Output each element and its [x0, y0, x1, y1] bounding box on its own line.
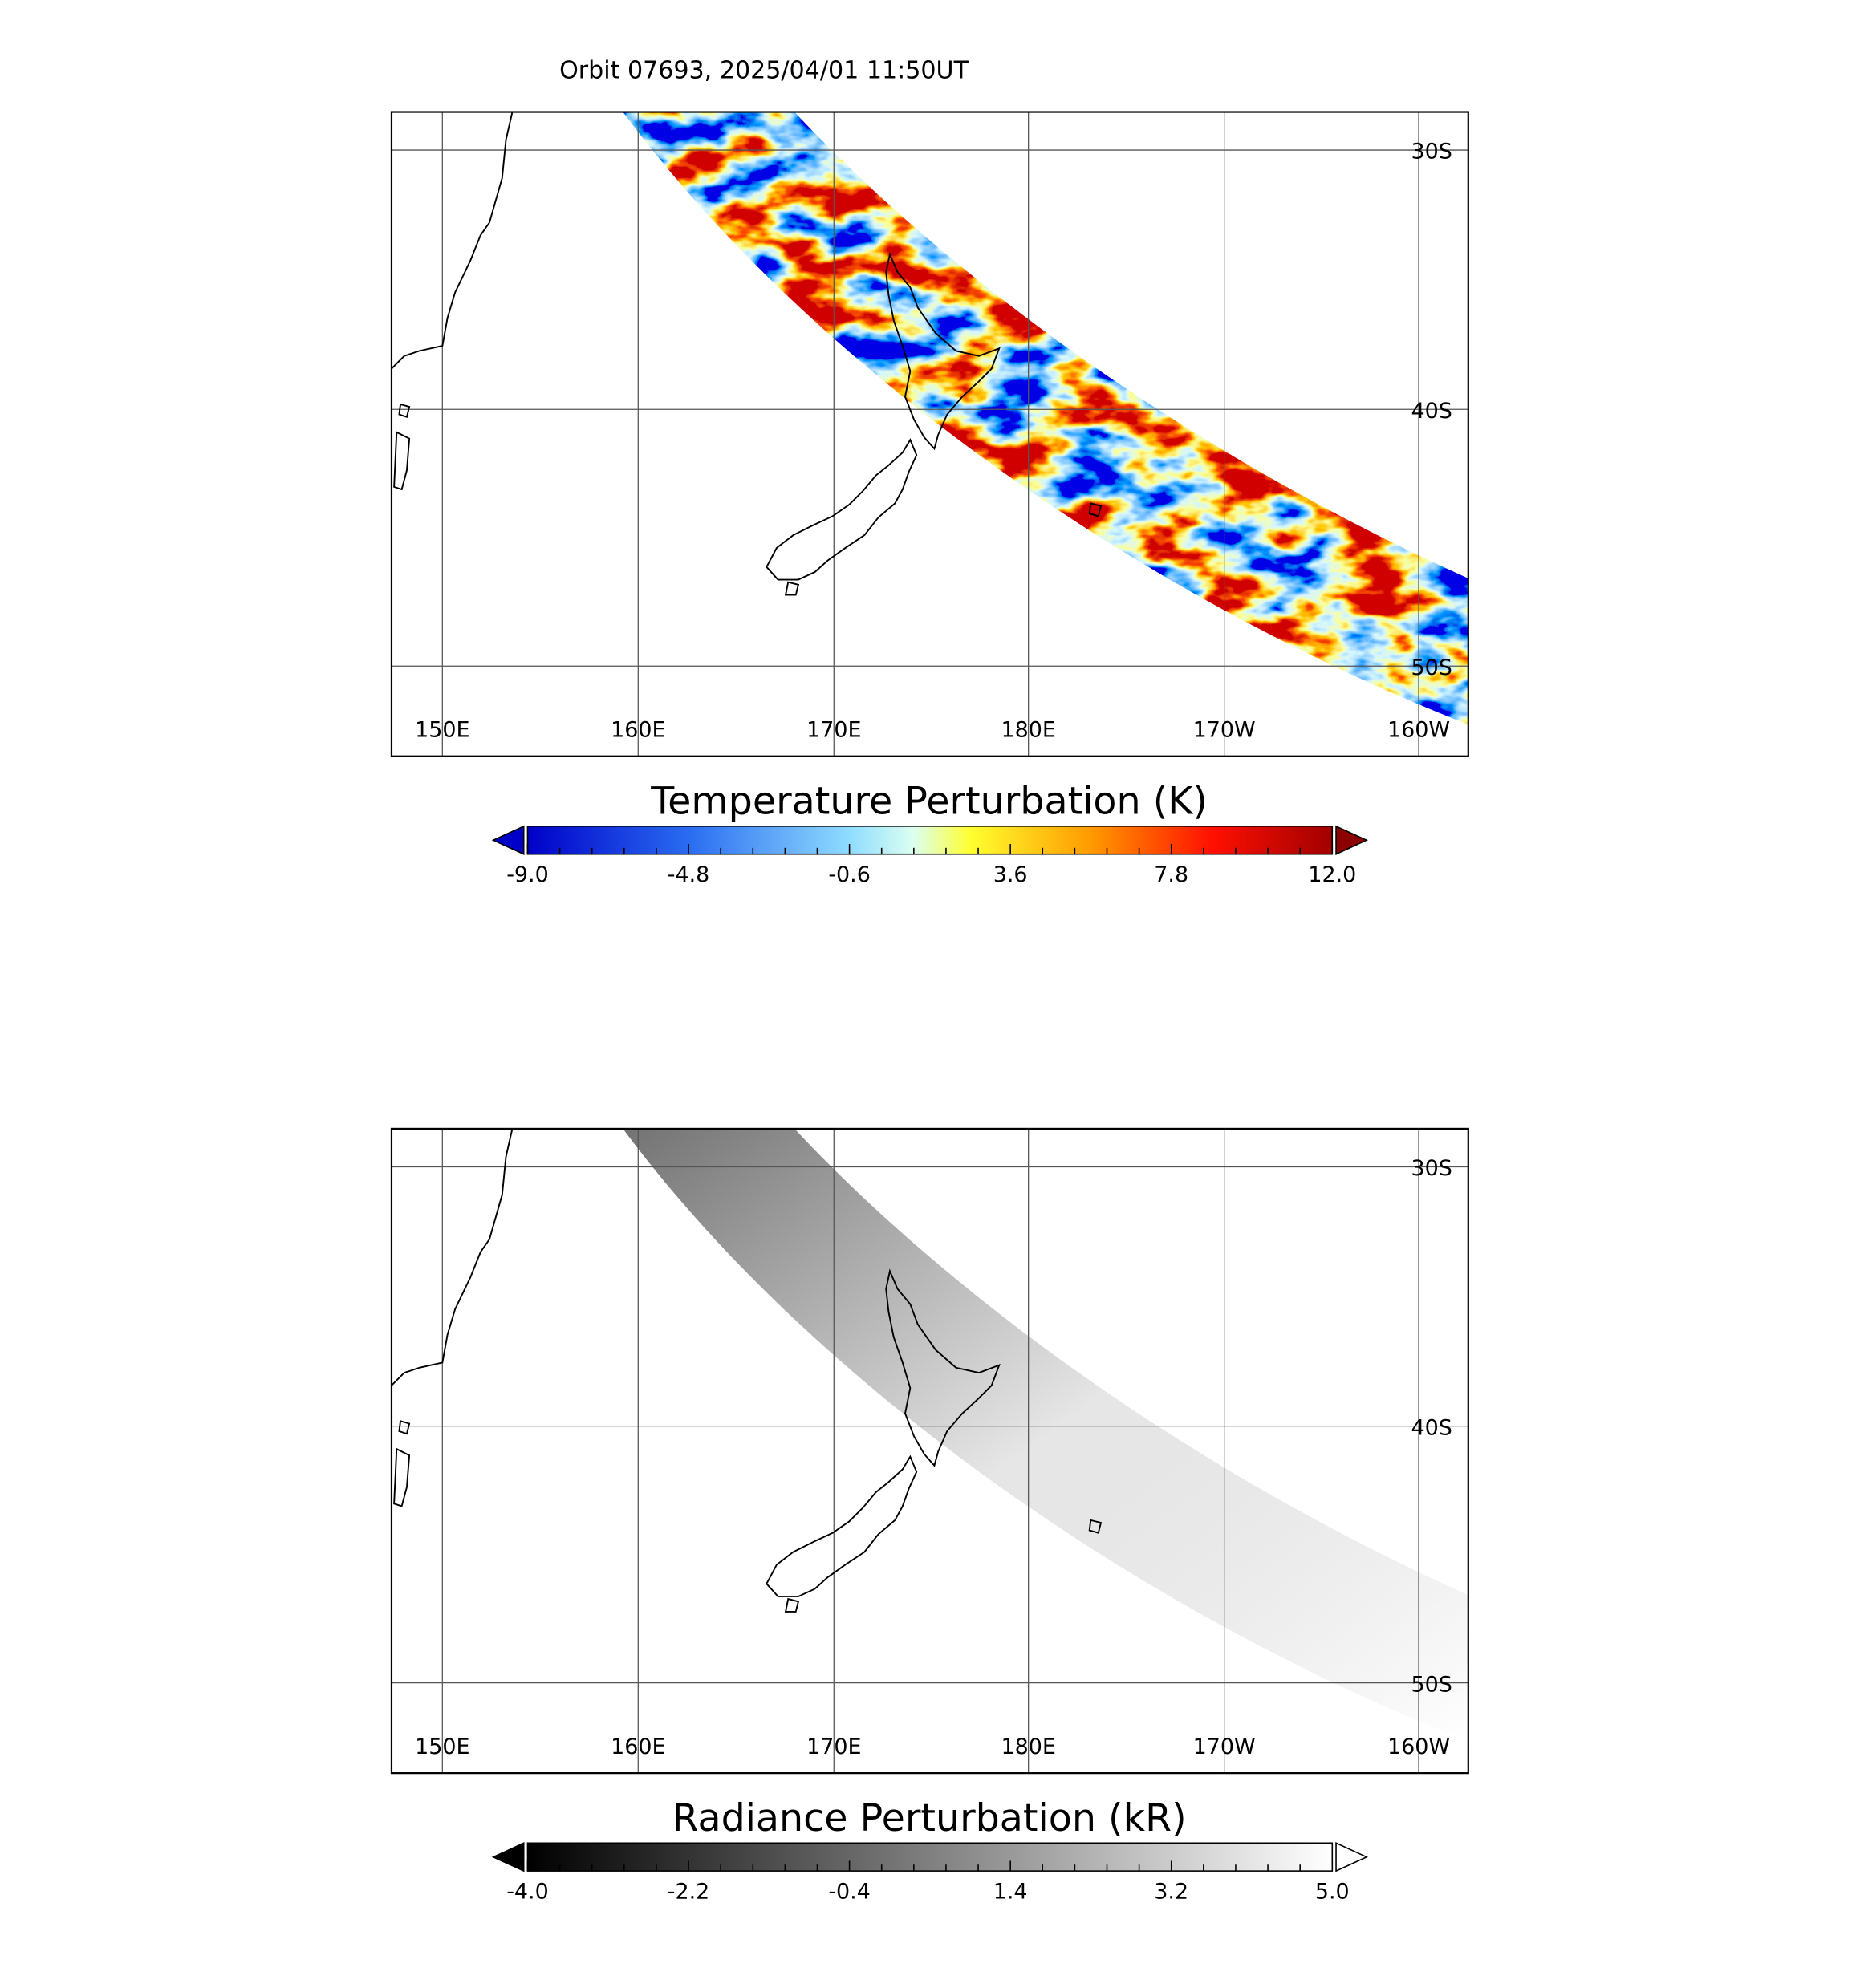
coastline [784, 1597, 800, 1613]
colorbar-tick-label: 3.2 [1154, 1880, 1188, 1905]
lon-label: 170W [1193, 1734, 1256, 1759]
coastline [885, 1268, 1001, 1467]
map-background [391, 1128, 1468, 1774]
lon-label: 170W [1193, 718, 1256, 743]
lon-label: 170E [806, 1734, 861, 1759]
colorbar-tick-label: -9.0 [506, 862, 549, 887]
map-panel: 150E 160E 170E 180E 170W 160W 30S 40S 50S Tempera… [390, 111, 1469, 887]
coastline [391, 112, 514, 370]
coastline [766, 438, 918, 581]
colorbar-arrow-high [1335, 825, 1368, 855]
title: Orbit 07693, 2025/04/01 11:50UT [559, 56, 969, 84]
lat-label: 30S [1411, 140, 1452, 164]
colorbar-tick-label: -0.6 [828, 862, 871, 887]
lon-label: 180E [1001, 1734, 1055, 1759]
coastline [398, 403, 411, 418]
colorbar-arrow-low [491, 825, 525, 855]
coastline [766, 1454, 918, 1597]
colorbar-tick-label: -4.0 [506, 1880, 549, 1905]
lon-label: 160W [1387, 718, 1450, 743]
lat-label: 50S [1411, 1672, 1452, 1697]
lat-label: 40S [1411, 1415, 1452, 1440]
lat-label: 30S [1411, 1156, 1452, 1181]
colorbar-tick-label: -0.4 [828, 1880, 871, 1905]
lon-label: 160W [1387, 1734, 1450, 1759]
coastline [1088, 502, 1103, 517]
lat-label: 50S [1411, 655, 1452, 680]
coastline [784, 581, 800, 596]
coastline [391, 1128, 514, 1386]
lat-label: 40S [1411, 399, 1452, 424]
map-background [391, 112, 1468, 757]
coastline [885, 251, 1001, 451]
coastline [393, 431, 411, 491]
map-panel: 150E 160E 170E 180E 170W 160W 30S 40S 50S Radianc… [390, 1127, 1469, 1905]
colorbar-arrow-high [1335, 1842, 1368, 1872]
colorbar-tick-label: 12.0 [1308, 862, 1356, 887]
colorbar [526, 1842, 1334, 1872]
colorbar-tick-label: -2.2 [668, 1880, 710, 1905]
colorbar-arrow-low [491, 1842, 525, 1872]
map-frame [390, 1127, 1469, 1775]
lon-label: 180E [1001, 718, 1055, 743]
colorbar-tick-label: 1.4 [993, 1880, 1028, 1905]
coastline [1088, 1519, 1103, 1534]
colorbar [526, 826, 1334, 855]
lon-label: 150E [415, 718, 469, 743]
colorbar-tick-label: -4.8 [668, 862, 710, 887]
colorbar-tick-label: 3.6 [993, 862, 1028, 887]
colorbar-title: Temperature Perturbation (K) [650, 779, 1208, 823]
lon-label: 160E [611, 718, 665, 743]
colorbar-title: Radiance Perturbation (kR) [672, 1796, 1186, 1840]
lon-label: 160E [611, 1734, 665, 1759]
lon-label: 170E [806, 718, 861, 743]
lon-label: 150E [415, 1734, 469, 1759]
colorbar-tick-label: 7.8 [1154, 862, 1188, 887]
coastline [393, 1447, 411, 1507]
map-frame [390, 111, 1469, 757]
colorbar-tick-label: 5.0 [1315, 1880, 1350, 1905]
coastline [398, 1420, 411, 1435]
